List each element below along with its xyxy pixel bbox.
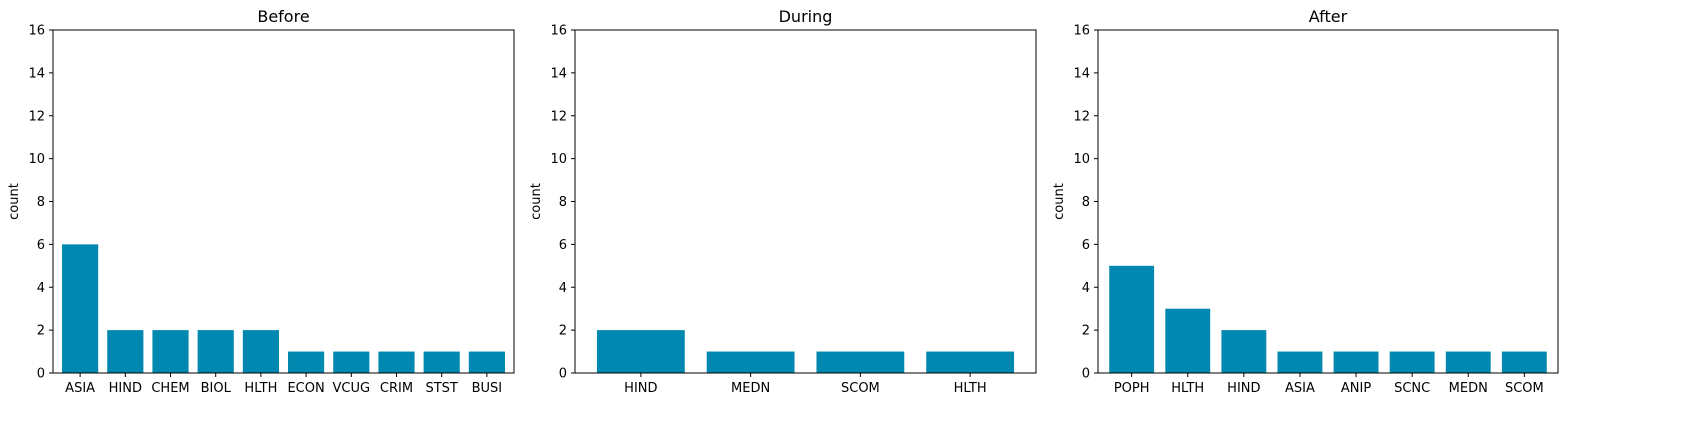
x-tick-label-stst: STST xyxy=(425,381,457,396)
x-tick-label-hlth: HLTH xyxy=(954,381,987,396)
y-tick-label: 0 xyxy=(559,367,567,382)
y-tick-label: 2 xyxy=(1082,324,1090,339)
bar-vcug xyxy=(333,351,370,373)
chart-panel-during: During 0 2 4 6 8 10 12 14 16 HIND MEDN SCOM HLTH count xyxy=(529,7,1037,396)
bar-econ xyxy=(288,351,325,373)
axes-frame xyxy=(52,29,515,374)
y-tick-label: 2 xyxy=(37,324,45,339)
y-tick-label: 4 xyxy=(559,281,567,296)
bar-chem xyxy=(152,330,189,373)
x-tick-label-scom: SCOM xyxy=(1505,381,1544,396)
chart-panel-before: Before 0 2 4 6 8 10 12 14 16 ASIA HIND CHEM BIOL HLTH E… xyxy=(7,7,515,396)
bar-anip xyxy=(1333,351,1379,373)
x-tick-label-medn: MEDN xyxy=(731,381,770,396)
x-tick-label-asia: ASIA xyxy=(65,381,95,396)
y-axis-label: count xyxy=(529,183,544,220)
chart-panel-after: After 0 2 4 6 8 10 12 14 16 POPH HLTH HIND ASIA ANIP SC… xyxy=(1052,7,1559,396)
bar-asia xyxy=(62,244,99,373)
y-tick-label: 0 xyxy=(1082,367,1090,382)
bar-hlth xyxy=(242,330,279,373)
y-tick-label: 16 xyxy=(1073,24,1090,39)
y-tick-label: 8 xyxy=(559,195,567,210)
x-tick-label-vcug: VCUG xyxy=(333,381,371,396)
bar-scom xyxy=(1501,351,1547,373)
x-tick-label-hind: HIND xyxy=(624,381,657,396)
bar-medn xyxy=(706,351,795,373)
axes-frame xyxy=(574,29,1037,374)
x-tick-label-scom: SCOM xyxy=(841,381,880,396)
y-tick-label: 10 xyxy=(28,152,45,167)
chart-title: After xyxy=(1309,7,1348,26)
y-tick-label: 8 xyxy=(1082,195,1090,210)
y-axis-label: count xyxy=(7,183,22,220)
bar-asia xyxy=(1277,351,1323,373)
y-tick-label: 12 xyxy=(1073,109,1090,124)
y-tick-label: 12 xyxy=(550,109,567,124)
bar-scnc xyxy=(1389,351,1435,373)
x-tick-label-scnc: SCNC xyxy=(1394,381,1430,396)
bar-hlth xyxy=(1165,308,1211,373)
y-tick-label: 0 xyxy=(37,367,45,382)
bar-poph xyxy=(1109,265,1155,373)
x-tick-label-poph: POPH xyxy=(1114,381,1150,396)
bar-busi xyxy=(468,351,505,373)
y-tick-label: 16 xyxy=(28,24,45,39)
y-tick-label: 10 xyxy=(1073,152,1090,167)
x-tick-label-chem: CHEM xyxy=(151,381,189,396)
bar-stst xyxy=(423,351,460,373)
y-tick-label: 14 xyxy=(1073,66,1090,81)
y-tick-label: 12 xyxy=(28,109,45,124)
y-tick-label: 4 xyxy=(1082,281,1090,296)
x-tick-label-hlth: HLTH xyxy=(244,381,277,396)
y-tick-label: 8 xyxy=(37,195,45,210)
x-tick-label-econ: ECON xyxy=(287,381,324,396)
x-tick-label-medn: MEDN xyxy=(1449,381,1488,396)
bar-scom xyxy=(816,351,905,373)
x-tick-label-busi: BUSI xyxy=(472,381,503,396)
x-tick-label-hind: HIND xyxy=(1227,381,1260,396)
x-tick-label-biol: BIOL xyxy=(201,381,232,396)
bar-biol xyxy=(197,330,234,373)
bar-medn xyxy=(1445,351,1491,373)
y-tick-label: 6 xyxy=(1082,238,1090,253)
bar-hind xyxy=(596,330,685,373)
x-tick-label-asia: ASIA xyxy=(1285,381,1315,396)
bar-hind xyxy=(1221,330,1267,373)
y-tick-label: 10 xyxy=(550,152,567,167)
x-tick-label-crim: CRIM xyxy=(380,381,413,396)
bar-hlth xyxy=(926,351,1015,373)
y-tick-label: 14 xyxy=(550,66,567,81)
x-tick-label-hind: HIND xyxy=(109,381,142,396)
y-tick-label: 6 xyxy=(559,238,567,253)
chart-title: During xyxy=(779,7,833,26)
bar-crim xyxy=(378,351,415,373)
x-tick-label-anip: ANIP xyxy=(1341,381,1371,396)
y-axis-label: count xyxy=(1052,183,1067,220)
chart-title: Before xyxy=(257,7,309,26)
y-tick-label: 16 xyxy=(550,24,567,39)
y-tick-label: 14 xyxy=(28,66,45,81)
x-tick-label-hlth: HLTH xyxy=(1171,381,1204,396)
y-tick-label: 4 xyxy=(37,281,45,296)
y-tick-label: 2 xyxy=(559,324,567,339)
y-tick-label: 6 xyxy=(37,238,45,253)
bar-hind xyxy=(107,330,144,373)
